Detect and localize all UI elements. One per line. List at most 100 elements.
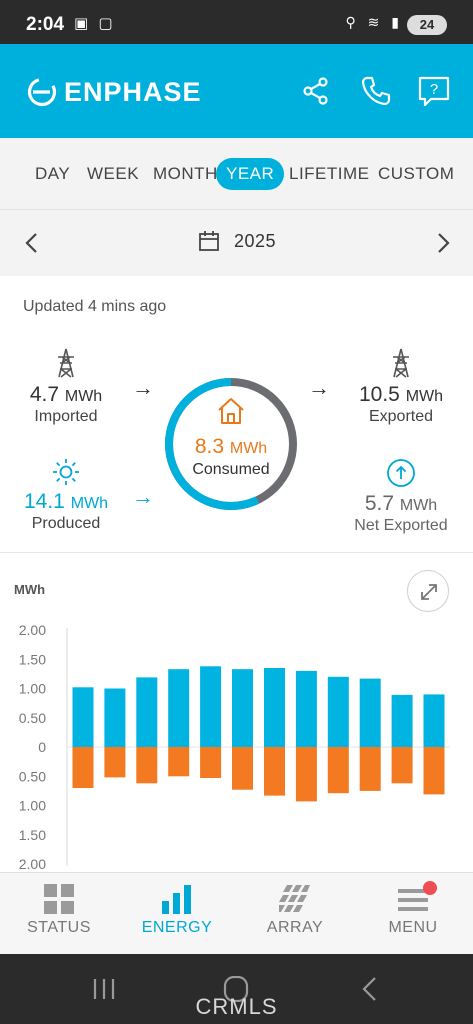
app-header: ENPHASE ? [0, 44, 473, 138]
watermark: CRMLS [195, 994, 278, 1019]
y-tick-label: 2.00 [19, 622, 46, 638]
chevron-right-icon[interactable] [433, 230, 453, 256]
expand-chart-button[interactable] [407, 570, 449, 612]
consumed-bar [264, 747, 285, 796]
produced-bar [359, 678, 381, 747]
y-tick-label: 2.00 [19, 856, 46, 872]
nav-array[interactable]: ARRAY [236, 873, 354, 955]
enphase-logo-icon [27, 77, 57, 107]
status-time: 2:04 [26, 14, 65, 35]
nav-menu[interactable]: MENU [354, 873, 472, 955]
period-selector: DAY WEEK MONTH YEAR LIFETIME CUSTOM [0, 138, 473, 210]
consumed-bar [391, 747, 413, 784]
consumed-label: Consumed [192, 461, 270, 478]
imported-value: 4.7 [29, 383, 60, 406]
produced-stat: 14.1 MWh Produced [14, 458, 118, 533]
notification-icons: ▣ ▢ [74, 15, 116, 32]
house-icon [218, 398, 244, 424]
chart-unit-label: MWh [14, 582, 46, 597]
recent-apps-icon[interactable] [90, 976, 118, 1002]
produced-bar [136, 677, 158, 747]
transmission-tower-icon [393, 348, 409, 378]
consumed-bar [200, 747, 222, 778]
produced-value: 14.1 [23, 490, 65, 513]
home-button-icon[interactable] [222, 976, 250, 1002]
updated-timestamp: Updated 4 mins ago [23, 298, 167, 315]
consumed-bar [359, 747, 381, 791]
produced-bar [168, 669, 190, 747]
net-exported-label: Net Exported [354, 517, 448, 534]
svg-text:?: ? [430, 81, 438, 98]
share-icon[interactable] [299, 74, 333, 108]
y-tick-label: 1.50 [19, 651, 46, 667]
y-tick-label: 0 [38, 739, 46, 755]
system-navigation-bar [0, 954, 473, 1024]
exported-unit: MWh [405, 388, 444, 405]
consumed-bar [295, 747, 317, 802]
nav-status[interactable]: STATUS [0, 873, 118, 955]
tab-day[interactable]: DAY [35, 164, 71, 183]
tab-lifetime[interactable]: LIFETIME [289, 164, 370, 183]
tab-custom[interactable]: CUSTOM [378, 164, 455, 183]
y-tick-label: 1.00 [19, 798, 46, 814]
y-tick-label: 0.50 [19, 710, 46, 726]
net-exported-unit: MWh [399, 497, 438, 514]
bottom-navigation: STATUS ENERGY ARRAY MENU [0, 872, 473, 954]
help-icon[interactable]: ? [417, 74, 451, 108]
energy-bar-chart: 2.00 1.50 1.00 0.50 0 0.50 1.00 1.50 2.00 [19, 622, 450, 872]
nav-menu-label: MENU [388, 919, 438, 936]
produced-bar [327, 676, 349, 747]
tab-week[interactable]: WEEK [87, 164, 140, 183]
consumed-bar [168, 747, 190, 777]
produced-bar [232, 669, 253, 747]
exported-stat: 10.5 MWh Exported [348, 347, 454, 426]
enphase-logo: ENPHASE [26, 72, 202, 112]
produced-bar [104, 688, 126, 747]
sun-icon [53, 459, 79, 485]
y-tick-label: 1.00 [19, 681, 46, 697]
produced-bar [72, 687, 94, 747]
nav-energy-label: ENERGY [141, 919, 213, 936]
chevron-left-icon[interactable] [22, 230, 42, 256]
produced-arrow-icon: → [132, 484, 154, 509]
exported-label: Exported [368, 408, 434, 425]
net-exported-value: 5.7 [364, 492, 395, 515]
nav-array-label: ARRAY [266, 919, 324, 936]
tab-year[interactable]: YEAR [216, 158, 285, 190]
produced-bar [200, 666, 222, 747]
system-status-bar: 2:04 ▣ ▢ ⚲ ≋ ▮ 24 [0, 0, 473, 44]
back-button-icon[interactable] [356, 976, 384, 1002]
calendar-icon [199, 231, 219, 251]
date-display[interactable]: 2025 [198, 230, 276, 252]
imported-unit: MWh [64, 388, 103, 405]
produced-bar [423, 694, 445, 747]
consumed-bar [104, 747, 126, 778]
consumed-unit: MWh [229, 440, 268, 457]
y-tick-label: 1.50 [19, 827, 46, 843]
consumed-bar [327, 747, 349, 794]
imported-label: Imported [34, 408, 98, 425]
date-navigator: 2025 [0, 210, 473, 276]
date-label: 2025 [234, 230, 277, 251]
ring-produced-arc [165, 378, 297, 510]
imported-stat: 4.7 MWh Imported [20, 347, 112, 426]
notification-badge [423, 881, 437, 895]
expand-icon [421, 584, 437, 600]
nav-energy[interactable]: ENERGY [118, 873, 236, 955]
menu-icon [398, 889, 428, 911]
consumed-bar [136, 747, 158, 784]
consumption-ring [165, 378, 297, 510]
produced-bar [295, 670, 317, 747]
connectivity-icons: ⚲ ≋ ▮ [345, 14, 403, 30]
energy-bars-icon [162, 885, 191, 914]
produced-label: Produced [31, 515, 101, 532]
phone-icon[interactable] [359, 74, 393, 108]
tab-month[interactable]: MONTH [153, 164, 218, 183]
consumed-stat: 8.3 MWh Consumed [164, 396, 298, 479]
produced-unit: MWh [70, 495, 109, 512]
consumed-bar [232, 747, 253, 790]
y-tick-label: 0.50 [19, 768, 46, 784]
exported-value: 10.5 [358, 383, 400, 406]
consumed-value: 8.3 [194, 435, 225, 458]
brand-name: ENPHASE [64, 76, 202, 107]
